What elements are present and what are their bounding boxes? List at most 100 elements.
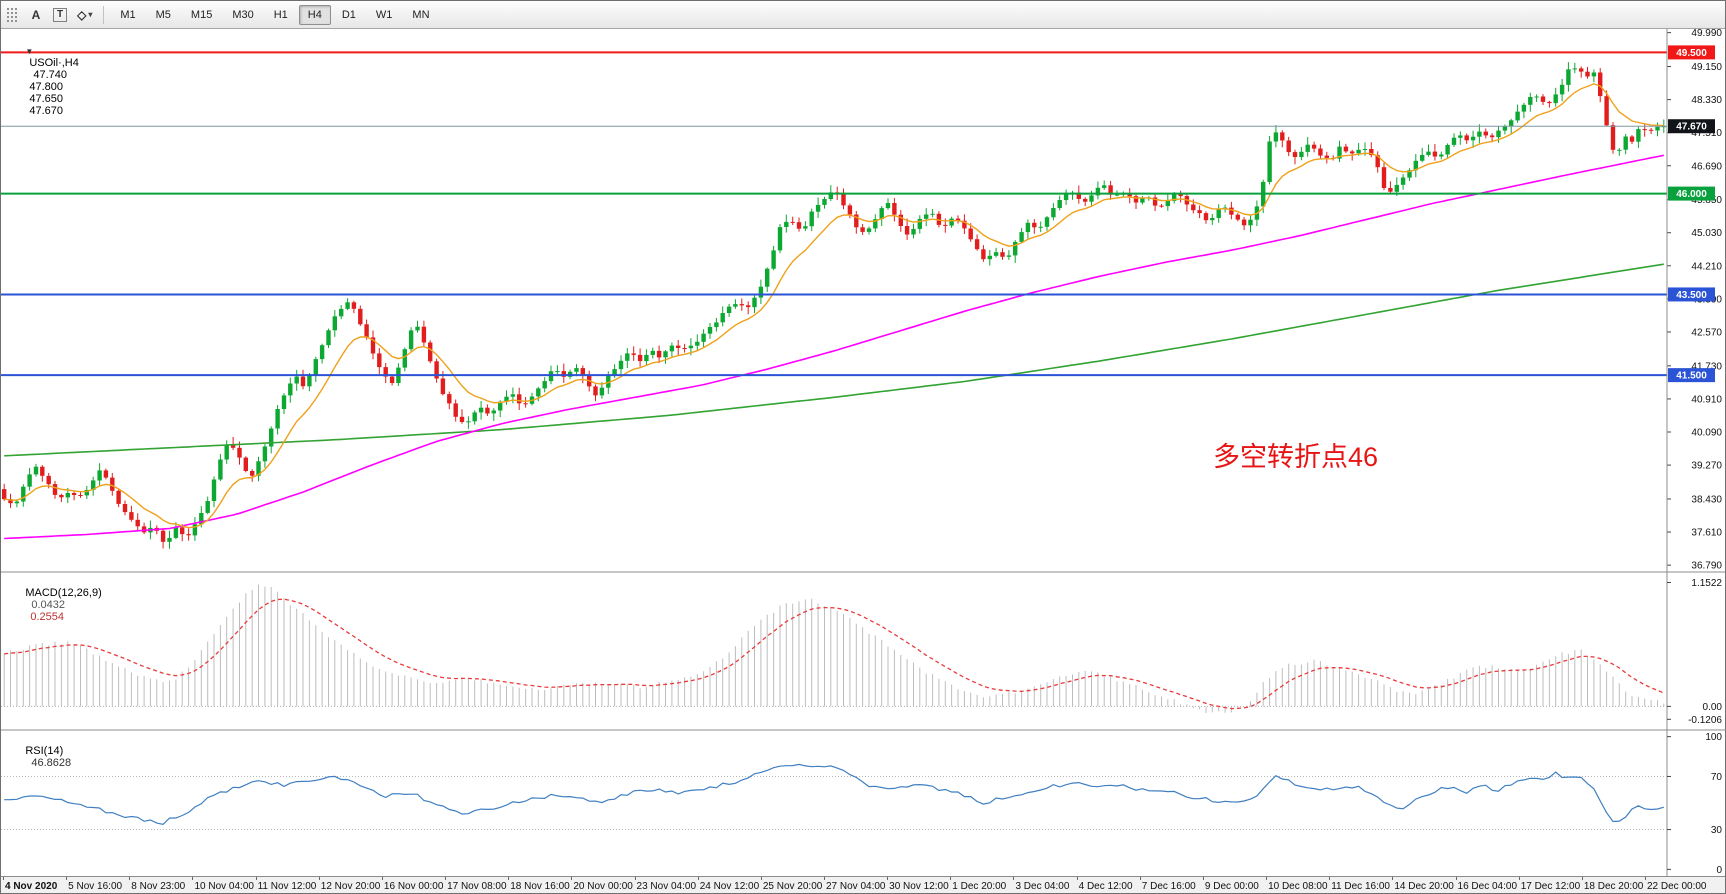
- svg-text:47.670: 47.670: [1676, 122, 1707, 133]
- draw-tools-dropdown[interactable]: ◇ ▾: [73, 5, 96, 25]
- price-axis-tick: 39.270: [1691, 461, 1722, 472]
- macd-axis-tick: 1.1522: [1691, 578, 1722, 589]
- time-axis-label: 17 Dec 12:00: [1520, 881, 1581, 892]
- time-axis-label: 4 Dec 12:00: [1078, 881, 1133, 892]
- time-axis-tick: [255, 877, 257, 880]
- svg-text:43.500: 43.500: [1676, 290, 1707, 301]
- time-axis-tick: [1518, 877, 1520, 880]
- time-axis-label: 5 Nov 16:00: [68, 881, 123, 892]
- timeframe-w1-button[interactable]: W1: [367, 5, 402, 25]
- time-axis-label: 10 Nov 04:00: [194, 881, 254, 892]
- time-axis-tick: [1266, 877, 1268, 880]
- timeframe-d1-button[interactable]: D1: [333, 5, 365, 25]
- time-axis-label: 14 Dec 20:00: [1394, 881, 1454, 892]
- timeframe-m5-button[interactable]: M5: [147, 5, 180, 25]
- price-axis-tick: 45.850: [1691, 195, 1722, 206]
- support-43500-label: [1668, 287, 1715, 302]
- toolbar-grip-icon[interactable]: [6, 6, 18, 23]
- time-axis-tick: [192, 877, 194, 880]
- time-axis-tick: [318, 877, 320, 880]
- time-axis-label: 10 Dec 08:00: [1268, 881, 1328, 892]
- svg-text:41.500: 41.500: [1676, 371, 1707, 382]
- price-axis-tick: 38.430: [1691, 494, 1722, 505]
- time-axis-tick: [1013, 877, 1015, 880]
- time-axis-tick: [1392, 877, 1394, 880]
- time-axis-label: 3 Dec 04:00: [1015, 881, 1070, 892]
- bid-price-label: [1668, 119, 1715, 134]
- time-axis-label: 9 Dec 00:00: [1204, 881, 1259, 892]
- chevron-down-icon: ▾: [88, 10, 93, 19]
- time-axis-label: 20 Nov 00:00: [573, 881, 633, 892]
- timeframe-mn-button[interactable]: MN: [403, 5, 438, 25]
- time-axis-tick: [445, 877, 447, 880]
- time-axis-label: 25 Nov 20:00: [762, 881, 823, 892]
- text-annotation-button[interactable]: A: [25, 5, 47, 25]
- time-axis[interactable]: 4 Nov 2020 5 Nov 16:00 8 Nov 23:00 10 Nov 0…: [1, 876, 1725, 893]
- text-label-button[interactable]: T: [49, 5, 71, 25]
- macd-axis-tick: -0.1206: [1688, 715, 1722, 726]
- time-axis-tick: [3, 877, 4, 880]
- price-axis-tick: 45.030: [1691, 228, 1722, 239]
- time-axis-label: 11 Nov 12:00: [257, 881, 317, 892]
- ma-slow-line[interactable]: [4, 263, 1664, 457]
- price-axis-tick: 37.610: [1691, 528, 1722, 539]
- time-axis-label: 1 Dec 20:00: [952, 881, 1007, 892]
- time-axis-tick: [1329, 877, 1331, 880]
- time-axis-label: 16 Nov 00:00: [383, 881, 444, 892]
- time-axis-label: 23 Nov 04:00: [636, 881, 697, 892]
- chart-canvas[interactable]: 49.990 49.150 48.330 47.510 46.690 45.850 45.0…: [1, 29, 1726, 894]
- svg-text:46.000: 46.000: [1676, 189, 1707, 200]
- time-axis-label: 22 Dec 00:00: [1647, 881, 1707, 892]
- time-axis-tick: [1202, 877, 1204, 880]
- chart-toolbar: A T ◇ ▾ M1 M5 M15 M30 H1 H4 D1 W1 MN: [1, 1, 1725, 29]
- rsi-line: [4, 763, 1664, 825]
- time-axis-label: 4 Nov 2020: [5, 881, 58, 892]
- time-axis-label: 30 Nov 12:00: [889, 881, 949, 892]
- level-46000-label: [1668, 186, 1715, 201]
- timeframe-m30-button[interactable]: M30: [223, 5, 262, 25]
- price-axis-tick: 46.690: [1691, 161, 1722, 172]
- time-axis-tick: [1076, 877, 1078, 880]
- rsi-axis-tick: 0: [1716, 865, 1722, 876]
- price-axis-tick: 49.150: [1691, 62, 1722, 73]
- time-axis-label: 7 Dec 16:00: [1141, 881, 1196, 892]
- timeframe-h1-button[interactable]: H1: [265, 5, 297, 25]
- time-axis-label: 16 Dec 04:00: [1457, 881, 1518, 892]
- timeframe-m15-button[interactable]: M15: [182, 5, 221, 25]
- time-axis-label: 8 Nov 23:00: [131, 881, 186, 892]
- timeframe-h4-button[interactable]: H4: [298, 4, 331, 25]
- time-axis-label: 11 Dec 16:00: [1331, 881, 1390, 892]
- time-axis-tick: [66, 877, 68, 880]
- time-axis-tick: [571, 877, 573, 880]
- support-41500-label: [1668, 368, 1715, 383]
- shapes-icon: ◇: [77, 7, 87, 22]
- time-axis-label: 12 Nov 20:00: [320, 881, 381, 892]
- timeframe-m1-button[interactable]: M1: [111, 5, 144, 25]
- time-axis-tick: [1139, 877, 1141, 880]
- time-axis-tick: [887, 877, 889, 880]
- time-axis-label: 17 Nov 08:00: [447, 881, 507, 892]
- price-axis-tick: 42.570: [1691, 327, 1722, 338]
- ma-mid-line[interactable]: [4, 154, 1664, 540]
- time-axis-tick: [760, 877, 762, 880]
- price-axis-tick: 49.990: [1691, 29, 1722, 39]
- rsi-axis-tick: 30: [1711, 825, 1723, 836]
- time-axis-tick: [1645, 877, 1646, 880]
- price-axis-tick: 41.730: [1691, 361, 1722, 372]
- time-axis-label: 24 Nov 12:00: [699, 881, 760, 892]
- time-axis-tick: [1455, 877, 1457, 880]
- time-axis-tick: [634, 877, 636, 880]
- ma-fast-line[interactable]: [4, 83, 1664, 529]
- price-axis-tick: 44.210: [1691, 261, 1722, 272]
- resistance-49500-label: [1668, 45, 1715, 60]
- toolbar-separator: [103, 5, 105, 24]
- svg-text:49.500: 49.500: [1676, 48, 1707, 59]
- rsi-axis-tick: 100: [1705, 732, 1722, 743]
- time-axis-label: 27 Nov 04:00: [826, 881, 886, 892]
- text-label-icon: T: [53, 7, 68, 22]
- price-axis-tick: 36.790: [1691, 561, 1722, 572]
- chart-area[interactable]: 49.990 49.150 48.330 47.510 46.690 45.850 45.0…: [1, 29, 1726, 894]
- timeframe-button-group: M1 M5 M15 M30 H1 H4 D1 W1 MN: [110, 4, 439, 25]
- time-axis-tick: [824, 877, 825, 880]
- price-axis-tick: 48.330: [1691, 95, 1722, 106]
